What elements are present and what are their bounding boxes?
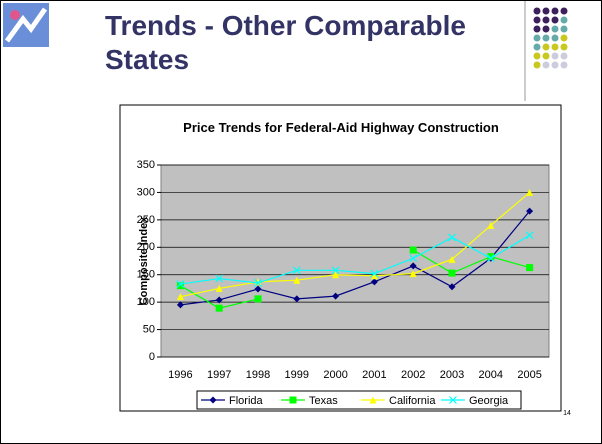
marker — [486, 254, 495, 263]
marker — [176, 280, 185, 288]
series-line — [412, 249, 530, 274]
marker — [409, 254, 418, 263]
marker — [526, 207, 534, 215]
marker — [448, 283, 456, 291]
marker — [254, 278, 262, 286]
legend-marker — [449, 396, 457, 404]
x-tick-label: 1998 — [246, 369, 270, 381]
plot-area — [160, 164, 550, 358]
y-tick-label: 50 — [143, 323, 155, 335]
series-line — [180, 234, 530, 285]
legend-marker — [369, 396, 377, 404]
dot-pattern — [533, 7, 568, 69]
x-tick-label: 1997 — [207, 369, 231, 381]
legend-label: Florida — [229, 395, 264, 407]
marker — [409, 270, 417, 278]
y-tick-label: 350 — [137, 159, 155, 171]
marker — [331, 266, 340, 275]
marker — [254, 279, 262, 287]
y-tick-label: 100 — [137, 296, 155, 308]
marker — [215, 284, 223, 292]
marker — [332, 271, 340, 279]
series-line — [180, 191, 530, 298]
legend-marker — [289, 396, 297, 404]
marker — [526, 188, 534, 196]
marker — [293, 295, 301, 303]
marker — [254, 295, 262, 303]
y-tick-label: 150 — [137, 269, 155, 281]
x-tick-label: 2001 — [362, 369, 386, 381]
legend-marker — [209, 396, 217, 404]
x-tick-label: 2003 — [440, 369, 464, 381]
marker — [448, 269, 456, 277]
legend — [196, 390, 522, 410]
marker — [487, 253, 495, 261]
marker — [409, 262, 417, 270]
x-tick-label: 1999 — [285, 369, 309, 381]
marker — [448, 255, 456, 263]
marker — [332, 292, 340, 300]
marker — [370, 278, 378, 286]
marker — [409, 246, 417, 254]
marker — [176, 293, 184, 301]
x-tick-label: 2004 — [479, 369, 503, 381]
marker — [215, 274, 224, 283]
x-tick-label: 2000 — [323, 369, 347, 381]
marker — [525, 231, 534, 240]
marker — [176, 301, 184, 309]
y-tick-label: 0 — [149, 351, 155, 363]
logo — [3, 3, 49, 47]
marker — [370, 269, 379, 278]
chart-title: Price Trends for Federal-Aid Highway Con… — [183, 120, 499, 135]
marker — [526, 264, 534, 272]
legend-label: California — [389, 395, 436, 407]
slide-title: Trends - Other Comparable States — [105, 10, 466, 75]
marker — [487, 221, 495, 229]
legend-label: Georgia — [469, 395, 509, 407]
x-tick-label: 2005 — [517, 369, 541, 381]
x-tick-label: 2002 — [401, 369, 425, 381]
marker — [215, 304, 223, 312]
marker — [215, 296, 223, 304]
x-tick-label: 1996 — [168, 369, 192, 381]
y-tick-label: 300 — [137, 186, 155, 198]
page-number: 14 — [563, 410, 571, 417]
marker — [254, 285, 262, 293]
y-tick-label: 250 — [137, 214, 155, 226]
marker — [293, 276, 301, 284]
y-tick-label: 200 — [137, 241, 155, 253]
series-line — [180, 210, 531, 306]
marker — [176, 282, 184, 290]
legend-label: Texas — [309, 395, 338, 407]
marker — [370, 272, 378, 280]
marker — [448, 233, 456, 242]
marker — [292, 266, 301, 275]
y-axis-title: Composite Index — [138, 216, 150, 306]
